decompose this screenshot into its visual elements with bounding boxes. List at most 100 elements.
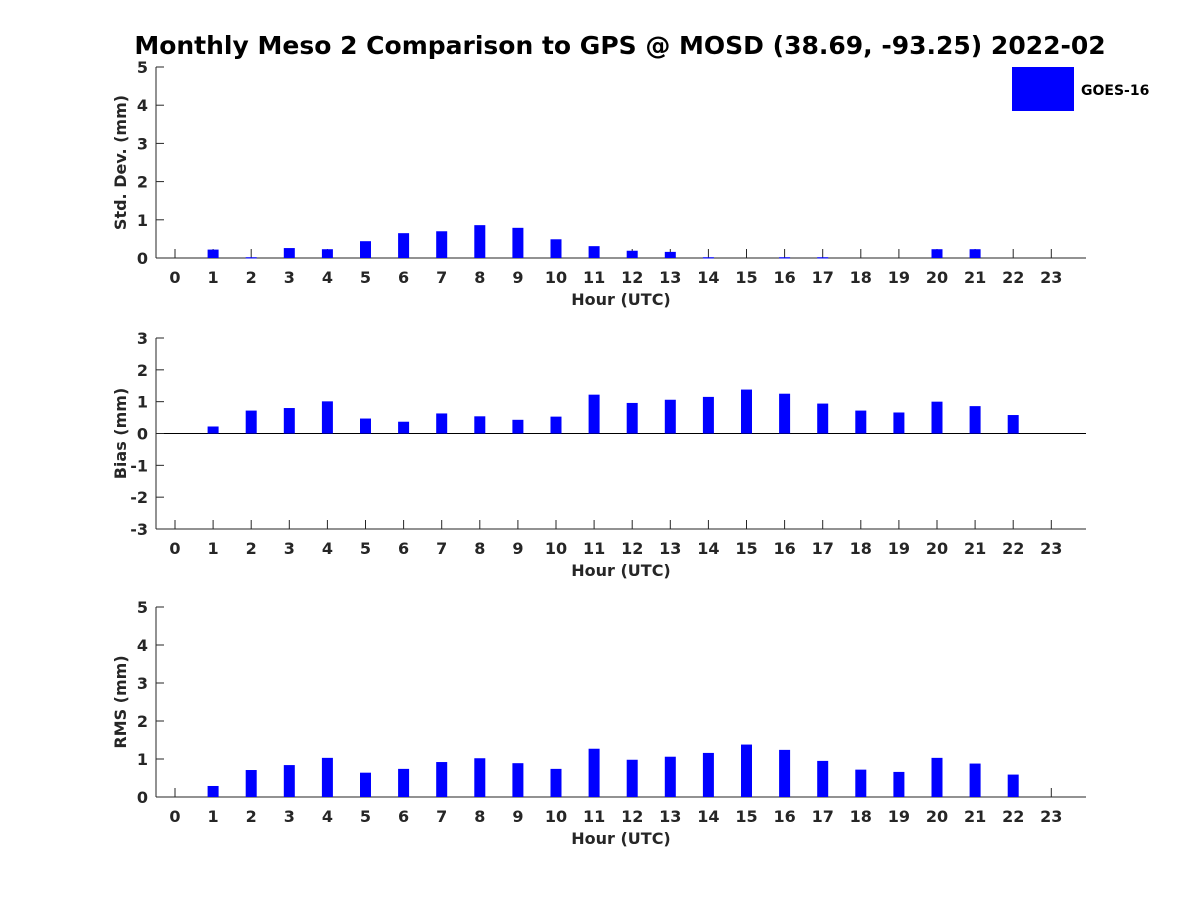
std-dev-xtick-label: 10 [545,268,567,287]
rms-xtick-label: 0 [169,807,180,826]
std-dev-bar-hour-13 [664,251,676,258]
bias-bar-hour-7 [436,413,448,434]
legend-label-goes16: GOES-16 [1081,83,1149,99]
bias-ytick-label: 1 [137,393,148,412]
bias-xtick-label: 21 [964,539,986,558]
rms-bar-hour-10 [550,768,562,797]
bias-bar-hour-10 [550,416,562,434]
rms-bar-hour-18 [855,769,867,797]
rms-xtick-label: 10 [545,807,567,826]
bias-xtick-label: 10 [545,539,567,558]
std-dev-ytick-label: 4 [137,96,148,115]
rms-bar-hour-14 [702,752,714,797]
bias-x-axis-label: Hour (UTC) [571,561,671,580]
rms-ytick-label: 2 [137,712,148,731]
bias-xtick-label: 17 [812,539,834,558]
bias-xtick-label: 16 [773,539,795,558]
bias-bar-hour-5 [360,418,371,434]
rms-xtick-label: 3 [284,807,295,826]
std-dev-xtick-label: 20 [926,268,948,287]
std-dev-bar-hour-7 [436,231,448,258]
rms-xtick-label: 12 [621,807,643,826]
rms-bar-hour-17 [817,760,829,797]
std-dev-bar-hour-16 [779,257,791,259]
bias-xtick-label: 11 [583,539,605,558]
bias-bar-hour-17 [817,403,829,434]
rms-xtick-label: 11 [583,807,605,826]
legend-swatch-goes16 [1012,67,1074,111]
bias-xtick-label: 9 [512,539,523,558]
rms-xtick-label: 19 [888,807,910,826]
rms-bar-hour-2 [245,770,257,797]
bias-bar-hour-19 [893,412,905,434]
bias-ytick-label: -1 [130,456,148,475]
bias-bar-hour-13 [664,399,676,434]
std-dev-ytick-label: 1 [137,211,148,230]
rms-bar-hour-1 [207,785,219,797]
std-dev-xtick-label: 2 [246,268,257,287]
std-dev-xtick-label: 14 [697,268,719,287]
rms-xtick-label: 6 [398,807,409,826]
rms-bar-hour-8 [474,758,486,797]
bias-xtick-label: 14 [697,539,719,558]
rms-xtick-label: 4 [322,807,333,826]
rms-x-axis-label: Hour (UTC) [571,829,671,848]
bias-xtick-label: 22 [1002,539,1024,558]
bias-bar-hour-16 [779,393,791,434]
bias-bar-hour-2 [245,410,257,434]
std-dev-xtick-label: 17 [812,268,834,287]
bias-bar-hour-3 [283,408,295,434]
std-dev-bar-hour-21 [969,249,981,258]
std-dev-xtick-label: 6 [398,268,409,287]
rms-bar-hour-15 [741,744,752,797]
std-dev-xtick-label: 11 [583,268,605,287]
std-dev-xtick-label: 7 [436,268,447,287]
rms-ytick-label: 1 [137,750,148,769]
std-dev-bar-hour-12 [626,250,638,258]
rms-xtick-label: 23 [1040,807,1062,826]
rms-bar-hour-12 [626,759,638,797]
bias-bar-hour-11 [588,394,600,434]
bias-xtick-label: 4 [322,539,333,558]
std-dev-xtick-label: 3 [284,268,295,287]
std-dev-bar-hour-14 [702,257,714,259]
bias-bar-hour-20 [931,401,943,434]
rms-xtick-label: 16 [773,807,795,826]
bias-xtick-label: 0 [169,539,180,558]
rms-xtick-label: 7 [436,807,447,826]
rms-bar-hour-9 [512,763,524,797]
bias-xtick-label: 23 [1040,539,1062,558]
bias-bar-hour-15 [741,389,752,434]
rms-bar-hour-20 [931,757,943,797]
bias-bar-hour-12 [626,402,638,434]
rms-xtick-label: 17 [812,807,834,826]
std-dev-y-axis-label: Std. Dev. (mm) [111,95,130,230]
std-dev-xtick-label: 16 [773,268,795,287]
std-dev-bar-hour-20 [931,249,943,258]
std-dev-ytick-label: 2 [137,173,148,192]
rms-ytick-label: 5 [137,598,148,617]
std-dev-xtick-label: 21 [964,268,986,287]
std-dev-xtick-label: 1 [208,268,219,287]
std-dev-bar-hour-10 [550,239,562,258]
bias-ytick-label: 3 [137,329,148,348]
bias-ytick-label: 0 [137,425,148,444]
std-dev-xtick-label: 5 [360,268,371,287]
rms-bar-hour-6 [398,768,410,797]
bias-ytick-label: -3 [130,520,148,539]
bias-xtick-label: 20 [926,539,948,558]
rms-xtick-label: 13 [659,807,681,826]
bias-bar-hour-4 [321,401,333,434]
std-dev-ytick-label: 3 [137,134,148,153]
rms-ytick-label: 3 [137,674,148,693]
std-dev-xtick-label: 22 [1002,268,1024,287]
rms-xtick-label: 22 [1002,807,1024,826]
rms-xtick-label: 1 [208,807,219,826]
std-dev-bar-hour-6 [398,233,410,258]
bias-xtick-label: 5 [360,539,371,558]
std-dev-xtick-label: 18 [850,268,872,287]
std-dev-bar-hour-5 [360,241,371,258]
bias-xtick-label: 13 [659,539,681,558]
